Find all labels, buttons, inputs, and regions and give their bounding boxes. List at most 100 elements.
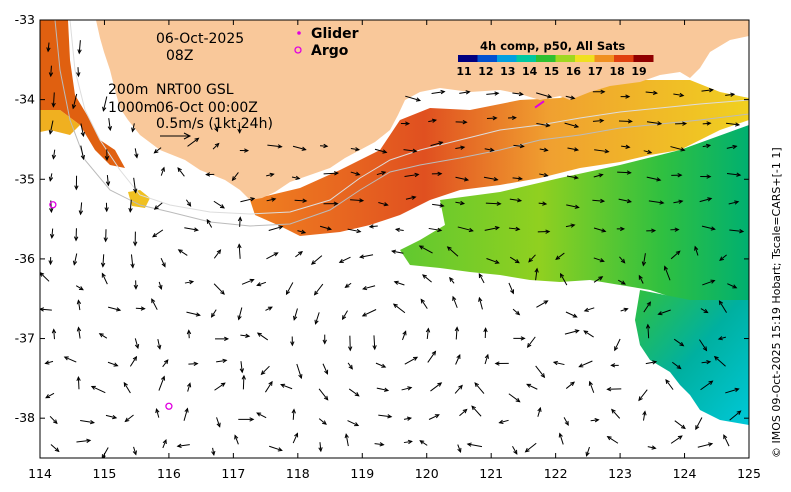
- current-vector: [478, 296, 483, 310]
- current-vector: [269, 445, 283, 452]
- current-vector: [645, 323, 651, 339]
- current-vector: [394, 227, 404, 233]
- current-vector: [536, 123, 551, 128]
- current-vector: [151, 298, 158, 310]
- current-vector: [157, 339, 162, 350]
- lon-tick-label: 121: [479, 466, 503, 481]
- current-vector: [100, 254, 106, 268]
- current-vector: [98, 333, 108, 339]
- current-vector: [294, 198, 308, 203]
- current-vector: [158, 375, 166, 391]
- current-vector: [188, 361, 199, 366]
- current-vector: [124, 414, 134, 423]
- depth-label-1000m: 1000m: [108, 100, 157, 116]
- current-vector: [347, 335, 353, 352]
- current-vector: [374, 148, 388, 154]
- current-vector: [107, 118, 113, 132]
- glider-legend-marker: [297, 31, 301, 35]
- current-vector: [700, 308, 709, 314]
- colorbar-segment: [497, 55, 517, 62]
- current-vector: [405, 195, 417, 200]
- current-vector: [51, 149, 57, 160]
- glider-legend-label: Glider: [311, 26, 359, 42]
- current-vector: [611, 408, 621, 419]
- colorbar-segment: [555, 55, 576, 62]
- current-vector: [509, 198, 523, 203]
- current-vector: [494, 361, 509, 366]
- current-vector: [368, 224, 378, 229]
- current-vector: [483, 327, 488, 339]
- current-vector: [419, 440, 428, 446]
- current-vector: [727, 283, 738, 289]
- current-vector: [432, 203, 445, 208]
- current-vector: [665, 379, 674, 390]
- current-vector: [729, 410, 742, 421]
- current-vector: [372, 335, 377, 351]
- current-vector: [673, 338, 685, 347]
- current-vector: [646, 176, 662, 182]
- current-vector: [559, 272, 568, 286]
- current-vector: [428, 118, 438, 123]
- current-vector: [323, 171, 340, 176]
- current-vector: [134, 148, 139, 159]
- current-vector: [483, 176, 499, 182]
- current-vector: [616, 226, 626, 232]
- current-vector: [484, 225, 500, 231]
- current-vector: [723, 434, 730, 447]
- current-vector: [526, 336, 536, 348]
- current-vector: [486, 91, 500, 96]
- current-vector: [265, 306, 273, 311]
- current-vector: [592, 89, 606, 94]
- current-vector: [256, 412, 267, 419]
- colorbar-tick-label: 15: [544, 65, 559, 78]
- current-vector: [620, 307, 629, 312]
- current-vector: [431, 89, 446, 95]
- current-vector: [643, 301, 652, 313]
- current-vector: [537, 229, 551, 234]
- current-vector: [176, 443, 190, 448]
- current-vector: [320, 143, 329, 149]
- depth-label-200m: 200m: [108, 82, 148, 98]
- current-vector: [671, 361, 682, 370]
- current-vector: [588, 380, 595, 393]
- current-vector: [512, 91, 524, 97]
- current-vector: [48, 257, 53, 266]
- current-vector: [133, 231, 138, 247]
- current-vector: [186, 382, 192, 392]
- current-vector: [152, 229, 164, 238]
- current-vector: [285, 282, 294, 296]
- plot-content: [40, 20, 749, 458]
- current-vector: [618, 119, 633, 124]
- current-vector: [322, 334, 327, 345]
- current-vector: [153, 202, 163, 210]
- lon-tick-label: 116: [157, 466, 181, 481]
- colorbar-segment: [614, 55, 634, 62]
- current-vector: [362, 285, 376, 291]
- current-vector: [49, 415, 58, 425]
- current-vector: [214, 123, 219, 133]
- current-vector: [71, 93, 78, 110]
- current-vector: [131, 123, 136, 133]
- current-vector: [673, 199, 684, 204]
- current-vector: [538, 201, 548, 206]
- current-vector: [177, 249, 188, 256]
- current-vector: [76, 67, 81, 78]
- current-vector: [578, 360, 593, 368]
- current-vector: [565, 311, 578, 318]
- current-vector: [552, 360, 565, 366]
- current-vector: [671, 173, 683, 178]
- current-vector: [535, 365, 546, 379]
- current-vector: [420, 298, 428, 309]
- lon-tick-label: 123: [608, 466, 632, 481]
- current-vector: [701, 225, 716, 231]
- current-vector: [266, 172, 275, 178]
- current-vector: [593, 276, 604, 283]
- current-vector: [645, 90, 658, 95]
- current-vector: [558, 432, 564, 445]
- colorbar-segment: [594, 55, 615, 62]
- current-vector: [427, 350, 437, 363]
- current-vector: [293, 308, 298, 321]
- current-vector: [177, 167, 185, 177]
- current-vector: [621, 144, 631, 149]
- current-vector: [726, 172, 742, 177]
